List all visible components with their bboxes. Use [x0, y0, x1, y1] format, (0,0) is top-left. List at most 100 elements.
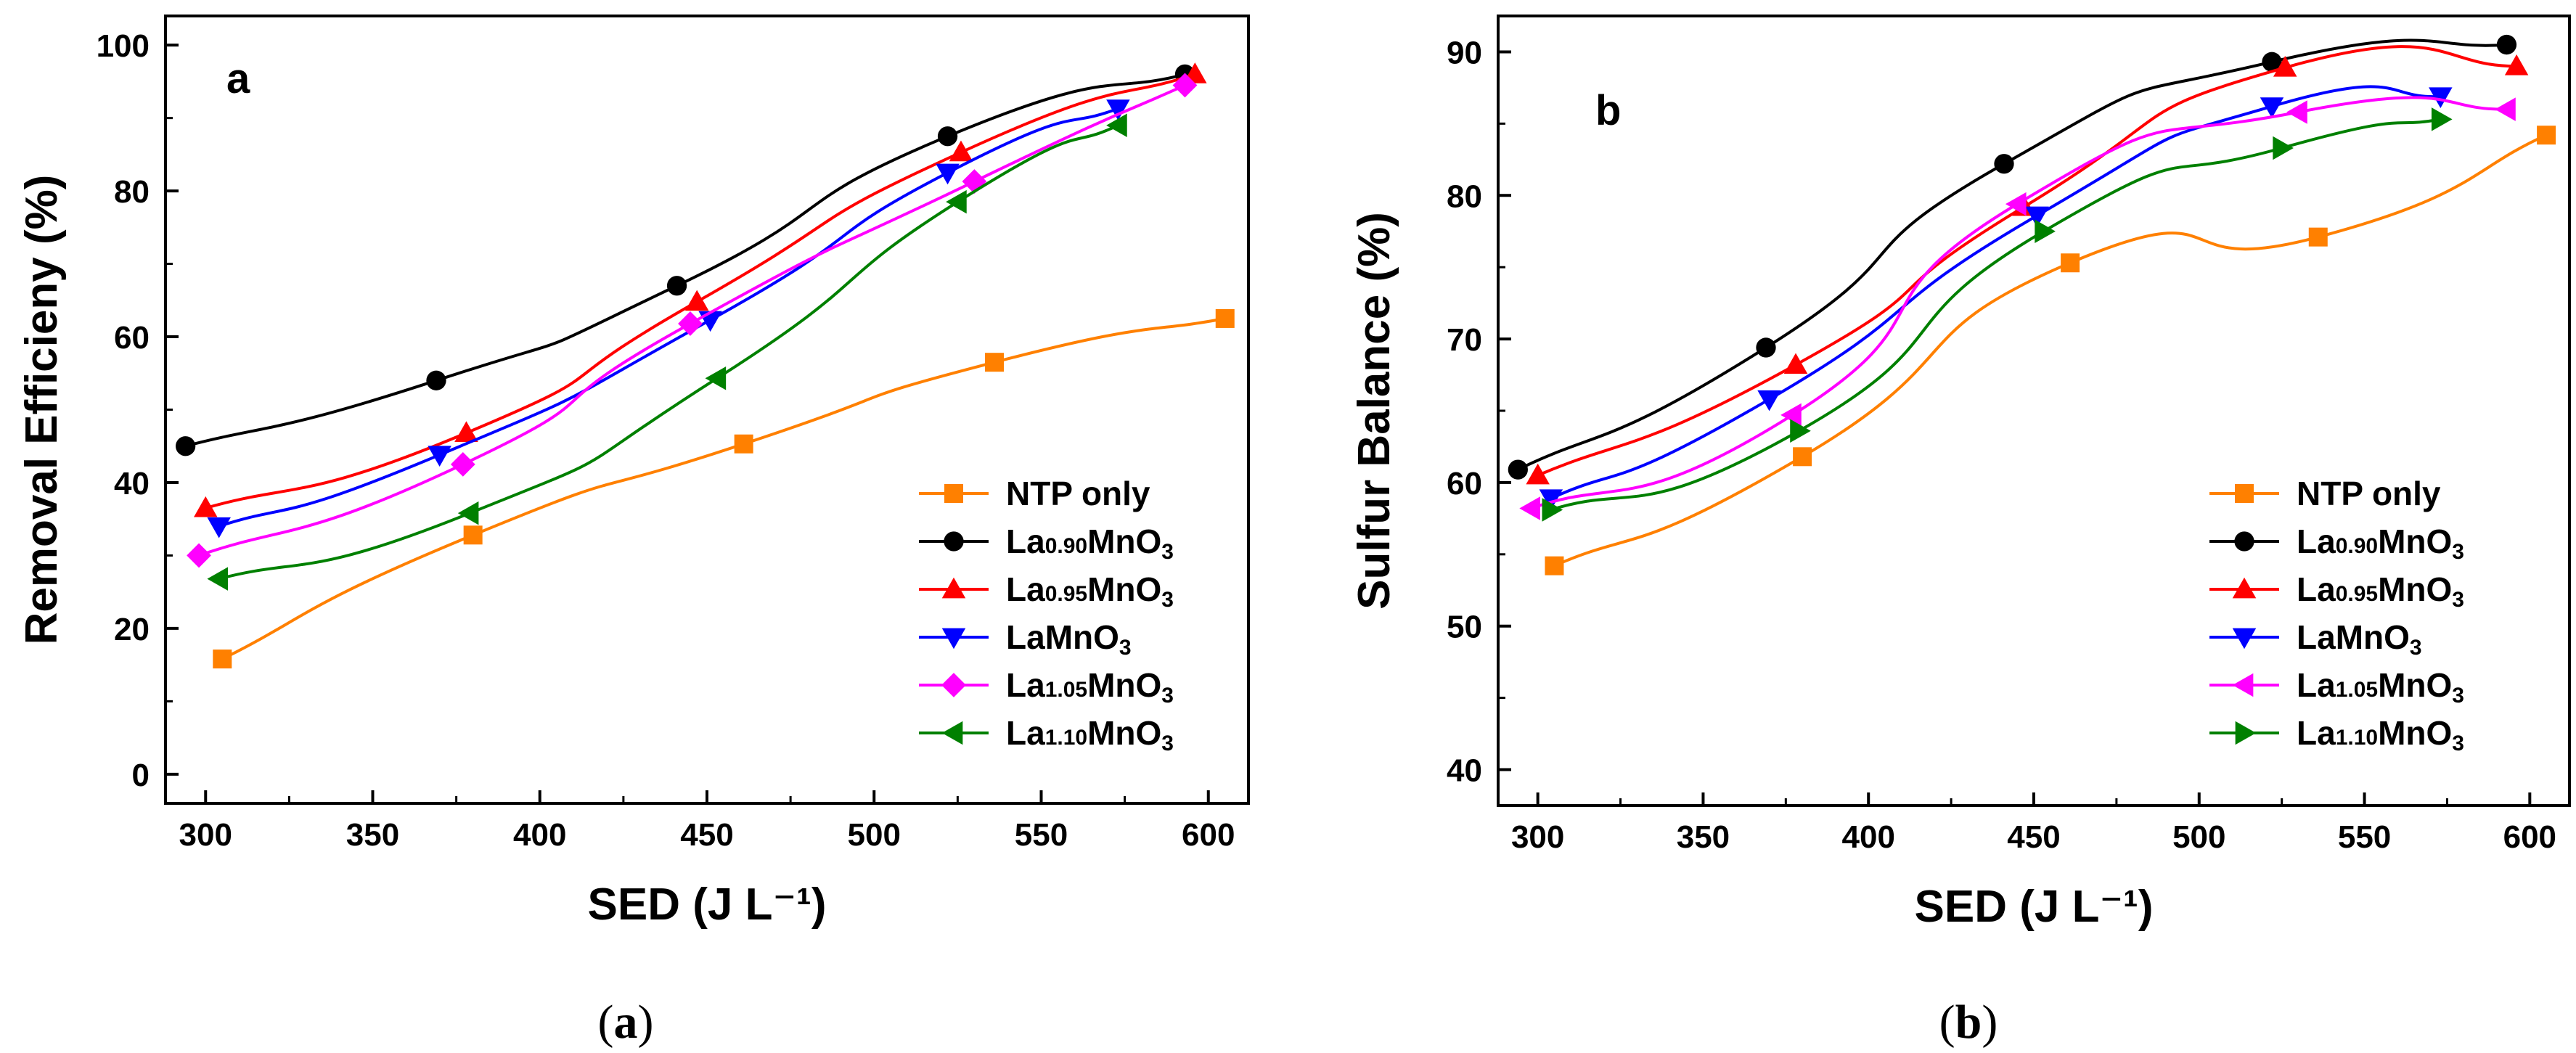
legend-marker — [941, 628, 966, 650]
data-point — [946, 189, 967, 214]
data-point — [450, 451, 475, 477]
data-point — [463, 525, 483, 545]
data-point — [1539, 489, 1563, 510]
y-axis-title: Sulfur Balance (%) — [1349, 212, 1399, 610]
data-point — [1542, 498, 1563, 522]
y-tick-label: 0 — [132, 758, 150, 793]
series-line — [1530, 96, 2507, 510]
x-tick-label: 350 — [346, 817, 399, 853]
x-tick-label: 550 — [2338, 819, 2391, 855]
x-tick-label: 500 — [848, 817, 901, 853]
data-point — [1780, 403, 1802, 427]
legend-label: LaMnO3 — [2297, 618, 2422, 660]
data-point — [1215, 308, 1235, 328]
legend-label: NTP only — [1006, 475, 1150, 512]
data-point — [1790, 419, 1811, 443]
legend-marker — [2235, 721, 2257, 745]
legend-marker — [944, 484, 963, 503]
y-tick-label: 40 — [114, 466, 150, 501]
data-point — [1106, 113, 1127, 137]
data-point — [1508, 459, 1528, 480]
x-tick-label: 600 — [1182, 817, 1235, 853]
series-line — [218, 123, 1119, 581]
data-point — [1526, 463, 1550, 485]
data-point — [2308, 227, 2328, 247]
series-line — [1550, 118, 2441, 512]
y-tick-label: 70 — [1447, 322, 1482, 358]
x-tick-label: 550 — [1015, 817, 1068, 853]
legend: NTP only La0.90MnO3 La0.95MnO3 LaMnO3 La1.05… — [919, 475, 1174, 755]
data-point — [2260, 97, 2284, 118]
series-La1.05MnO3 — [1519, 96, 2516, 520]
legend-marker — [941, 577, 966, 599]
data-point — [175, 436, 196, 456]
series-line — [1550, 85, 2441, 500]
series-La1.10MnO3 — [207, 113, 1127, 591]
data-point — [936, 163, 960, 185]
data-point — [1172, 73, 1198, 98]
x-axis-title: SED (J L⁻¹) — [588, 880, 827, 930]
data-point — [734, 434, 753, 454]
data-point — [2061, 253, 2080, 273]
y-tick-label: 80 — [114, 174, 150, 210]
series-LaMnO3 — [207, 99, 1130, 538]
data-point — [949, 140, 973, 162]
data-point — [2273, 136, 2294, 160]
chart-panel-a: 300 350 400 450 500 550 600 0 20 40 60 80 100 SED (J … — [17, 15, 1250, 1049]
data-point — [454, 421, 478, 442]
legend-marker — [944, 531, 964, 552]
legend-marker — [941, 673, 966, 697]
data-point — [2262, 52, 2282, 72]
legend-marker — [2232, 577, 2257, 599]
data-point — [207, 567, 229, 591]
legend-marker — [2232, 673, 2254, 697]
legend-label: La1.05MnO3 — [2297, 666, 2464, 708]
caption-letter: b — [1955, 996, 1982, 1049]
data-point — [207, 517, 231, 538]
x-tick-label: 450 — [680, 817, 733, 853]
series-line — [221, 316, 1226, 660]
x-tick-label: 300 — [179, 817, 232, 853]
legend-label: La0.90MnO3 — [1006, 523, 1174, 564]
x-tick-label: 400 — [1842, 819, 1895, 855]
x-tick-label: 500 — [2172, 819, 2225, 855]
x-tick-label: 450 — [2007, 819, 2060, 855]
y-tick-label: 20 — [114, 612, 150, 647]
data-point — [426, 370, 446, 390]
y-tick-label: 80 — [1447, 179, 1482, 214]
figure-caption: (b) — [1939, 996, 1998, 1049]
data-point — [1757, 390, 1781, 411]
data-point — [678, 311, 703, 336]
series-NTP only — [1545, 126, 2556, 575]
series-NTP only — [213, 308, 1235, 669]
panel-letter: b — [1595, 87, 1621, 134]
legend-label: La1.05MnO3 — [1006, 666, 1174, 708]
data-point — [2005, 192, 2027, 216]
y-tick-label: 50 — [1447, 610, 1482, 645]
legend-marker — [2232, 628, 2257, 650]
legend: NTP only La0.90MnO3 La0.95MnO3 LaMnO3 La1.05… — [2209, 475, 2464, 755]
legend-label: La1.10MnO3 — [2297, 714, 2464, 755]
legend-label: NTP only — [2297, 475, 2441, 512]
legend-label: LaMnO3 — [1006, 618, 1132, 660]
data-point — [2273, 55, 2297, 77]
legend-label: La1.10MnO3 — [1006, 714, 1174, 755]
data-point — [1994, 154, 2014, 174]
data-point — [705, 366, 727, 390]
data-point — [1783, 353, 1808, 374]
series-line — [1517, 38, 2507, 471]
caption-letter: a — [614, 996, 638, 1049]
y-tick-label: 100 — [97, 28, 150, 64]
data-point — [684, 290, 709, 311]
x-tick-label: 300 — [1511, 819, 1564, 855]
y-tick-label: 40 — [1447, 753, 1482, 789]
series-La1.10MnO3 — [1542, 107, 2453, 522]
x-tick-label: 350 — [1677, 819, 1730, 855]
data-point — [1756, 337, 1776, 358]
series-La0.95MnO3 — [1526, 45, 2529, 485]
series-line — [1537, 45, 2517, 477]
series-La0.95MnO3 — [194, 62, 1207, 517]
y-tick-label: 90 — [1447, 35, 1482, 70]
data-point — [213, 650, 232, 669]
data-point — [428, 446, 451, 467]
